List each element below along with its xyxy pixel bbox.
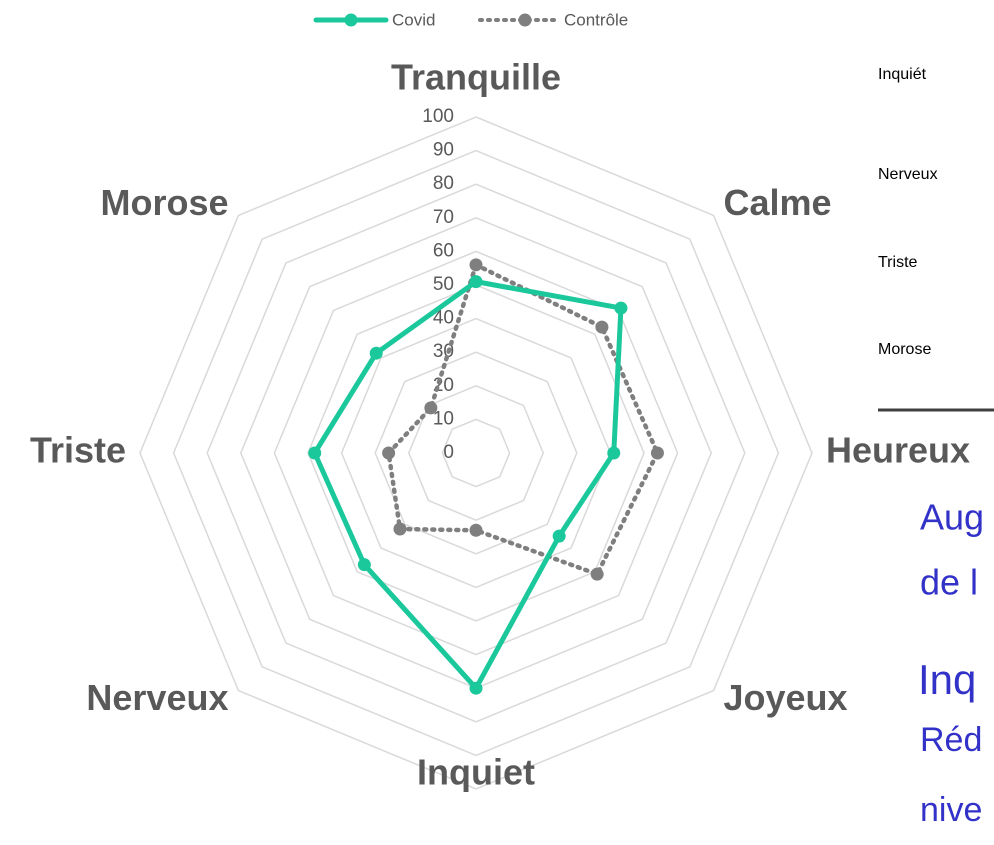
data-point	[382, 446, 396, 460]
grid-line	[340, 317, 612, 589]
side-label: Morose	[878, 341, 931, 358]
axis-label: Joyeux	[723, 677, 847, 718]
data-point	[469, 681, 483, 695]
grid-line	[273, 250, 679, 656]
data-point	[469, 523, 483, 537]
data-point	[469, 275, 483, 289]
side-text: Inq	[918, 656, 976, 703]
y-tick-label: 100	[422, 106, 454, 127]
axis-label: Morose	[100, 182, 228, 223]
grid-line	[307, 284, 645, 622]
side-label: Triste	[878, 254, 918, 271]
grid-line	[206, 183, 746, 723]
data-point	[552, 529, 566, 543]
data-point	[424, 401, 438, 415]
axis-label: Calme	[723, 182, 831, 223]
legend-label: Contrôle	[564, 10, 628, 29]
side-text: nive	[920, 791, 982, 829]
side-label: Inquiét	[878, 66, 927, 83]
data-point	[469, 258, 483, 272]
data-point	[393, 522, 407, 536]
axis-label: Tranquille	[391, 57, 561, 98]
side-text: Aug	[920, 497, 984, 538]
axis-label: Nerveux	[86, 677, 228, 718]
y-tick-label: 70	[433, 207, 454, 228]
y-tick-label: 20	[433, 375, 454, 396]
y-tick-label: 40	[433, 308, 454, 329]
data-point	[650, 446, 664, 460]
side-text: de l	[920, 562, 978, 603]
legend-marker	[344, 13, 358, 27]
y-tick-label: 90	[433, 140, 454, 161]
y-tick-label: 60	[433, 240, 454, 261]
legend-marker	[518, 13, 532, 27]
grid-line	[139, 116, 813, 790]
data-point	[308, 446, 322, 460]
grid-line	[172, 149, 780, 757]
data-point	[607, 446, 621, 460]
axis-label: Heureux	[826, 430, 970, 471]
data-point	[614, 301, 628, 315]
y-tick-label: 50	[433, 274, 454, 295]
grid-line	[407, 384, 545, 522]
grid-line	[441, 418, 511, 488]
axis-label: Inquiet	[417, 752, 535, 793]
legend-label: Covid	[392, 10, 435, 29]
y-tick-label: 0	[443, 442, 454, 463]
y-tick-label: 80	[433, 173, 454, 194]
data-point	[369, 346, 383, 360]
side-label: Nerveux	[878, 166, 938, 183]
side-text: Réd	[920, 721, 982, 759]
series-line	[311, 278, 624, 693]
data-point	[590, 567, 604, 581]
grid-line	[374, 351, 578, 555]
axis-label: Triste	[30, 430, 126, 471]
data-point	[357, 558, 371, 572]
data-point	[595, 320, 609, 334]
y-tick-label: 10	[433, 408, 454, 429]
